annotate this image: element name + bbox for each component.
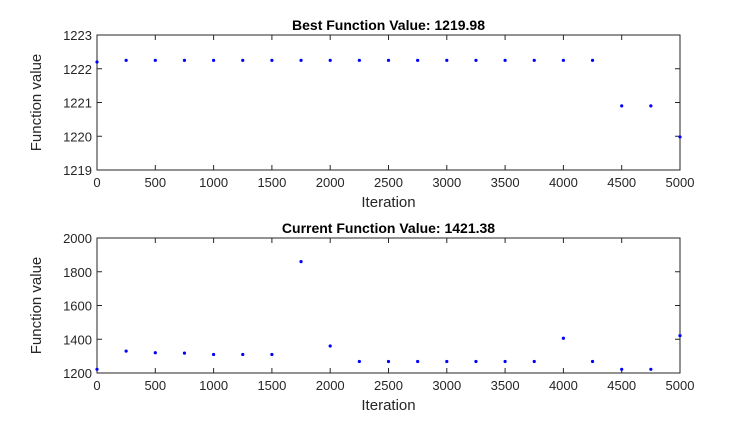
data-point	[124, 58, 128, 62]
y-tick-label: 1219	[63, 163, 92, 178]
data-point	[590, 58, 595, 62]
data-point	[270, 58, 274, 62]
data-point	[678, 334, 682, 338]
x-axis-label: Iteration	[361, 397, 415, 414]
data-point	[241, 58, 245, 62]
data-point	[590, 359, 595, 364]
y-tick-label: 1200	[63, 366, 92, 381]
x-tick-label: 500	[144, 175, 166, 190]
data-point	[153, 351, 157, 355]
chart-panel-2: Current Function Value: 1421.38 0 500 1000 1…	[28, 220, 694, 414]
data-point	[386, 359, 391, 364]
x-tick-label: 500	[144, 378, 166, 393]
x-tick-label: 4500	[607, 378, 636, 393]
x-axis-label: Iteration	[361, 194, 415, 211]
y-tick-label: 1800	[63, 265, 92, 280]
y-tick-label: 1220	[63, 129, 92, 144]
x-tick-label: 2000	[316, 378, 345, 393]
data-point	[270, 352, 274, 357]
x-tick-label: 5000	[666, 175, 695, 190]
x-tick-label: 4000	[549, 378, 578, 393]
chart-title: Best Function Value: 1219.98	[292, 17, 485, 33]
x-tick-label: 1000	[199, 175, 228, 190]
data-point	[620, 104, 624, 108]
x-tick-label: 3000	[432, 378, 461, 393]
data-point	[474, 58, 478, 62]
data-point	[153, 58, 157, 62]
data-point	[386, 58, 391, 62]
y-tick-label: 1600	[63, 299, 92, 314]
data-point	[445, 58, 449, 62]
y-tick-label: 1223	[63, 28, 92, 43]
data-point	[299, 58, 303, 62]
data-point	[328, 58, 332, 62]
x-tick-label: 2500	[374, 175, 403, 190]
data-point	[532, 58, 536, 62]
x-tick-label: 2000	[316, 175, 345, 190]
data-point	[212, 352, 216, 357]
x-tick-label: 1500	[257, 175, 286, 190]
x-tick-label: 4500	[607, 175, 636, 190]
data-point	[678, 135, 682, 139]
y-axis-label: Function value	[28, 54, 45, 152]
data-point	[299, 260, 303, 264]
data-point	[357, 359, 361, 364]
x-tick-label: 4000	[549, 175, 578, 190]
x-tick-label: 5000	[666, 378, 695, 393]
x-tick-label: 2500	[374, 378, 403, 393]
y-tick-label: 1222	[63, 62, 92, 77]
y-tick-label: 1400	[63, 332, 92, 347]
data-point	[474, 359, 478, 364]
axes-box	[96, 34, 681, 171]
data-point	[561, 336, 566, 340]
data-point	[620, 367, 624, 371]
y-axis-label: Function value	[28, 257, 45, 355]
data-point	[95, 60, 99, 64]
x-tick-label: 3000	[432, 175, 461, 190]
data-point	[649, 367, 653, 371]
x-tick-label: 1500	[257, 378, 286, 393]
y-tick-label: 2000	[63, 231, 92, 246]
data-point	[649, 104, 653, 108]
data-point	[357, 58, 361, 62]
x-tick-label: 3500	[491, 175, 520, 190]
data-point	[416, 58, 420, 62]
data-point	[182, 58, 187, 62]
data-point	[416, 359, 420, 364]
data-point	[182, 351, 187, 355]
data-point	[95, 367, 99, 371]
y-tick-label: 1221	[63, 96, 92, 111]
chart-panel-1: Best Function Value: 1219.98 0 500 1000 1500…	[28, 17, 694, 211]
chart-title: Current Function Value: 1421.38	[282, 220, 495, 236]
x-tick-label: 1000	[199, 378, 228, 393]
data-point	[532, 359, 536, 364]
x-tick-label: 0	[93, 175, 100, 190]
data-point	[503, 58, 507, 62]
data-point	[328, 344, 332, 348]
data-point	[561, 58, 566, 62]
axes-box	[96, 237, 681, 374]
data-point	[212, 58, 216, 62]
x-tick-label: 3500	[491, 378, 520, 393]
data-point	[503, 359, 507, 364]
x-tick-label: 0	[93, 378, 100, 393]
data-point	[445, 359, 449, 364]
data-point	[124, 349, 128, 353]
data-point	[241, 352, 245, 357]
